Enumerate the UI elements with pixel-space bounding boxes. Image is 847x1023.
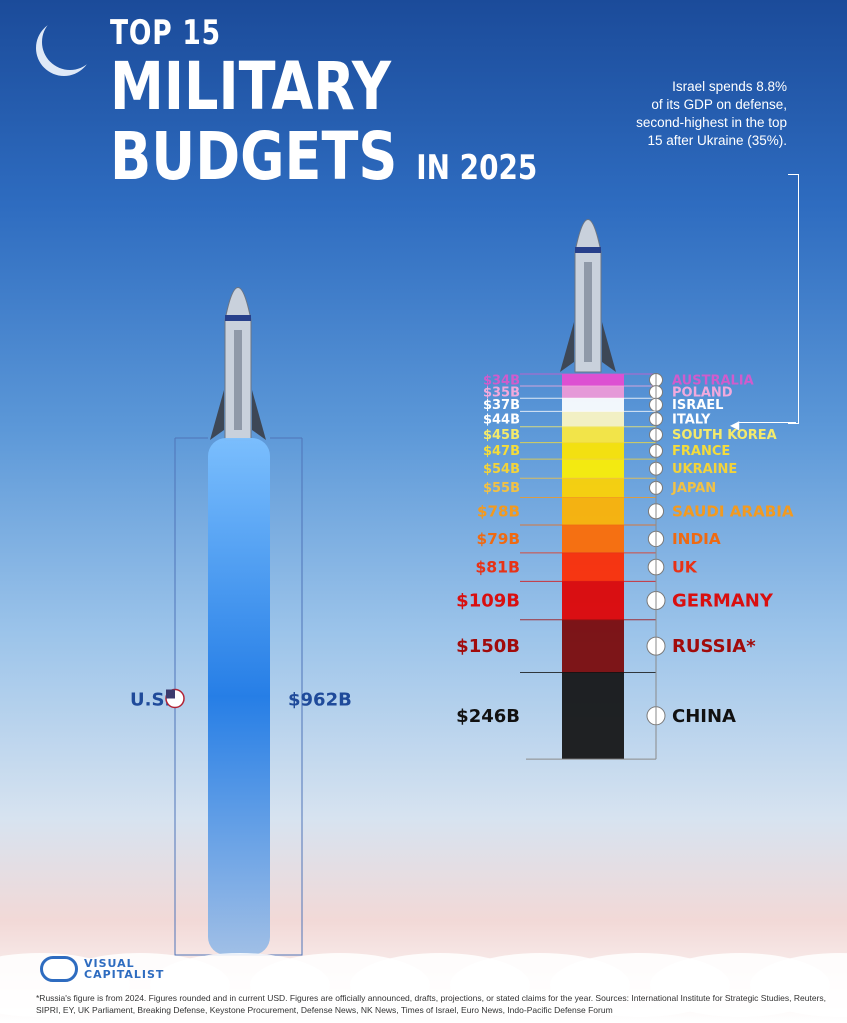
israel-note: Israel spends 8.8% of its GDP on defense… [557, 78, 787, 150]
title-block: TOP 15 MILITARY BUDGETS IN 2025 [110, 14, 631, 203]
value-label-france: $47B [483, 444, 520, 459]
rocket-fin-right [252, 390, 266, 440]
bar-germany [562, 581, 624, 620]
footnote: *Russia's figure is from 2024. Figures r… [36, 993, 826, 1015]
value-label-australia: $34B [483, 373, 520, 388]
note-arrow-icon: ◀ [730, 418, 740, 432]
rocket-fin-right [602, 322, 616, 372]
stack-rocket [560, 219, 616, 373]
bar-saudi-arabia [562, 497, 624, 526]
country-label-japan: JAPAN [671, 481, 716, 496]
bar-japan [562, 478, 624, 498]
us-bar [208, 438, 270, 955]
country-label-poland: POLAND [672, 385, 733, 400]
country-label-italy: ITALY [672, 412, 711, 427]
value-label-israel: $37B [483, 398, 520, 413]
value-label-italy: $44B [483, 412, 520, 427]
note-line-3: second-highest in the top [636, 115, 787, 130]
rocket-shading [234, 330, 242, 430]
country-label-india: INDIA [672, 530, 721, 548]
bar-south-korea [562, 426, 624, 443]
us-flag-canton [166, 689, 175, 699]
bar-poland [562, 385, 624, 399]
country-label-ukraine: UKRAINE [672, 462, 737, 477]
value-label-ukraine: $54B [483, 462, 520, 477]
logo-line-1: VISUAL [84, 957, 135, 970]
value-label-saudi-arabia: $78B [477, 502, 520, 520]
rocket-fin-left [210, 390, 224, 440]
logo-icon [40, 956, 78, 982]
cloud-8 [750, 953, 847, 1017]
rocket-fin-left [560, 322, 574, 372]
note-line-2: of its GDP on defense, [651, 97, 787, 112]
country-label-china: CHINA [672, 706, 736, 727]
bar-israel [562, 398, 624, 412]
value-label-uk: $81B [475, 557, 520, 576]
value-label-japan: $55B [483, 481, 520, 496]
value-label-russia: $150B [456, 636, 520, 657]
value-label-south-korea: $45B [483, 428, 520, 443]
bar-russia [562, 619, 624, 673]
us-rocket [210, 287, 266, 441]
us-country-label: U.S. [130, 690, 171, 711]
value-label-india: $79B [476, 530, 520, 548]
bar-uk [562, 552, 624, 582]
value-label-germany: $109B [456, 591, 520, 612]
country-label-australia: AUSTRALIA [672, 373, 754, 388]
rocket-band [225, 315, 251, 321]
title-line-1: TOP 15 [110, 13, 221, 53]
bar-ukraine [562, 459, 624, 479]
note-arrow-line [738, 422, 796, 423]
us-value-label: $962B [288, 690, 352, 711]
country-label-israel: ISRAEL [672, 398, 723, 413]
value-label-poland: $35B [483, 385, 520, 400]
note-connector [788, 174, 799, 424]
country-label-saudi-arabia: SAUDI ARABIA [672, 502, 794, 520]
rocket-band [575, 247, 601, 253]
value-label-china: $246B [456, 706, 520, 727]
visual-capitalist-logo: VISUAL CAPITALIST [40, 956, 164, 982]
title-line-3: BUDGETS IN 2025 [110, 122, 537, 203]
title-year: IN 2025 [416, 148, 538, 188]
title-line-2: MILITARY [110, 48, 392, 125]
note-line-1: Israel spends 8.8% [672, 79, 787, 94]
bar-china [562, 672, 624, 760]
country-label-germany: GERMANY [672, 591, 774, 612]
bar-india [562, 525, 624, 553]
country-label-russia: RUSSIA* [672, 636, 756, 657]
title-budgets: BUDGETS [110, 118, 398, 195]
country-label-uk: UK [672, 557, 698, 576]
bar-australia [562, 374, 624, 386]
note-line-4: 15 after Ukraine (35%). [647, 133, 787, 148]
country-label-france: FRANCE [672, 444, 730, 459]
bar-italy [562, 411, 624, 427]
rocket-shading [584, 262, 592, 362]
country-label-south-korea: SOUTH KOREA [672, 428, 777, 443]
bar-france [562, 442, 624, 460]
logo-line-2: CAPITALIST [84, 968, 165, 981]
